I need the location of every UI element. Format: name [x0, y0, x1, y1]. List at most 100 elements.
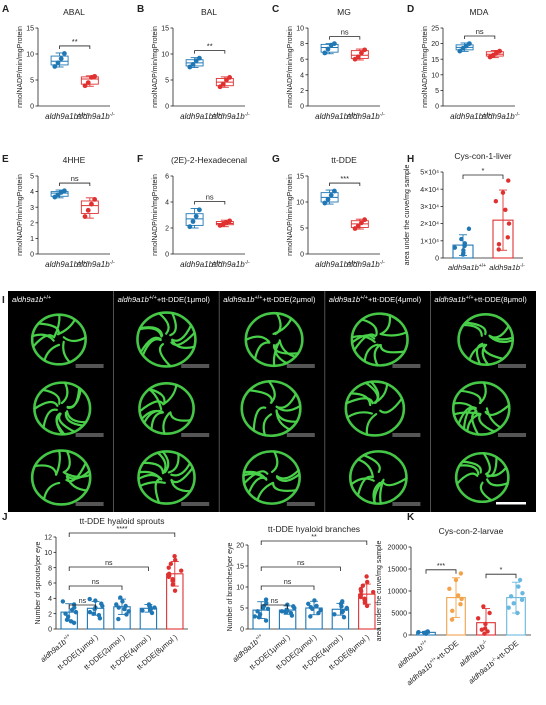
- y-tick-label: 0: [240, 627, 244, 634]
- data-point: [166, 573, 172, 578]
- data-point: [197, 55, 202, 61]
- vessel-branch: [272, 344, 300, 355]
- significance-label: ns: [92, 579, 100, 586]
- vessel-image: [242, 450, 301, 505]
- y-tick-label: 15: [236, 564, 244, 571]
- data-point: [68, 619, 74, 624]
- data-point: [217, 84, 223, 90]
- data-point: [482, 631, 487, 636]
- vessel-image: [138, 382, 195, 435]
- category-label: aldh9a1b+/+: [180, 260, 221, 269]
- panel-letter: A: [2, 4, 9, 15]
- y-axis-label: area under the curve/mg sample: [404, 165, 411, 266]
- data-point: [496, 247, 501, 252]
- y-tick-label: 5000: [391, 611, 407, 618]
- data-point: [118, 595, 123, 600]
- vessel-branch: [161, 450, 170, 474]
- vessel-branch: [455, 472, 479, 485]
- data-point: [422, 630, 427, 635]
- chart-title: (2E)-2-Hexadecenal: [171, 155, 247, 165]
- data-point: [187, 224, 193, 230]
- data-point: [263, 618, 269, 623]
- data-point: [325, 46, 331, 52]
- category-label: aldh9a1b-/-: [482, 112, 520, 121]
- data-point: [190, 219, 196, 224]
- data-point: [96, 613, 102, 618]
- y-tick-label: 5: [165, 78, 169, 85]
- vessel-branch: [60, 381, 69, 405]
- data-point: [85, 207, 91, 213]
- vessel-branch: [169, 411, 192, 422]
- vessel-image: [30, 449, 92, 506]
- chart-title: ABAL: [63, 7, 85, 17]
- vessel-branch: [256, 481, 274, 502]
- significance-label: *: [500, 567, 503, 574]
- data-point: [452, 245, 458, 250]
- data-point: [487, 610, 492, 616]
- box: [80, 200, 99, 214]
- vessel-branch: [462, 323, 483, 337]
- y-tick-label: 6: [48, 581, 52, 588]
- y-tick-label: 4: [165, 200, 169, 207]
- data-point: [179, 568, 184, 573]
- data-point: [87, 596, 92, 602]
- y-tick-label: 5: [435, 88, 439, 95]
- scale-box: [286, 433, 315, 437]
- vessel-branch: [485, 466, 508, 477]
- significance-label: ns: [341, 28, 349, 37]
- column-label: aldh9a1b+/++tt-DDE(4μmol): [329, 295, 422, 304]
- data-point: [65, 614, 71, 619]
- vessel-branch: [461, 460, 482, 474]
- panel-letter: K: [407, 512, 415, 523]
- scale-box: [181, 433, 210, 437]
- chart-panel-E: 0 1 2 3 4 5 nmolNADP/min/mgProtein 4HHE aldh9a1b…: [17, 155, 115, 269]
- category-label: aldh9a1b+/+: [315, 112, 356, 121]
- data-point: [99, 601, 104, 606]
- vessel-branch: [148, 388, 166, 405]
- vessel-branch: [486, 456, 498, 478]
- data-point: [264, 600, 269, 606]
- data-point: [310, 606, 315, 612]
- data-point: [359, 220, 364, 226]
- data-point: [364, 574, 369, 579]
- vessel-branch: [150, 411, 165, 431]
- vessel-image: [240, 379, 302, 438]
- significance-bracket: [59, 182, 91, 187]
- category-label: aldh9a1b-/-: [212, 260, 250, 269]
- vessel-branch: [481, 343, 490, 366]
- data-point: [466, 226, 472, 231]
- data-point: [227, 218, 233, 224]
- significance-label: **: [311, 534, 317, 541]
- data-point: [511, 601, 516, 606]
- chart-title: MG: [337, 7, 351, 17]
- vessel-branch: [489, 335, 514, 344]
- significance-label: ***: [437, 563, 445, 570]
- vessel-branch: [62, 336, 87, 343]
- data-point: [358, 589, 364, 594]
- vessel-image: [244, 311, 304, 368]
- data-point: [332, 188, 337, 194]
- category-label: aldh9a1b+/+: [315, 260, 356, 269]
- data-point: [506, 221, 512, 226]
- y-tick-label: 10: [296, 26, 304, 33]
- vessel-branch: [479, 481, 493, 502]
- data-point: [314, 603, 319, 609]
- data-point: [365, 579, 370, 585]
- data-point: [503, 207, 508, 213]
- data-point: [116, 616, 121, 622]
- significance-bracket: [59, 45, 91, 49]
- y-tick-label: 12: [44, 535, 52, 542]
- data-point: [318, 607, 323, 613]
- data-point: [322, 50, 328, 56]
- significance-bracket: [329, 36, 361, 40]
- data-point: [453, 577, 459, 583]
- y-tick-label: 1×10⁴: [420, 238, 439, 245]
- data-point: [168, 561, 174, 567]
- panel-letter: C: [272, 4, 279, 15]
- vessel-branch: [33, 400, 59, 410]
- vessel-branch: [373, 343, 381, 367]
- scale-box: [75, 433, 104, 437]
